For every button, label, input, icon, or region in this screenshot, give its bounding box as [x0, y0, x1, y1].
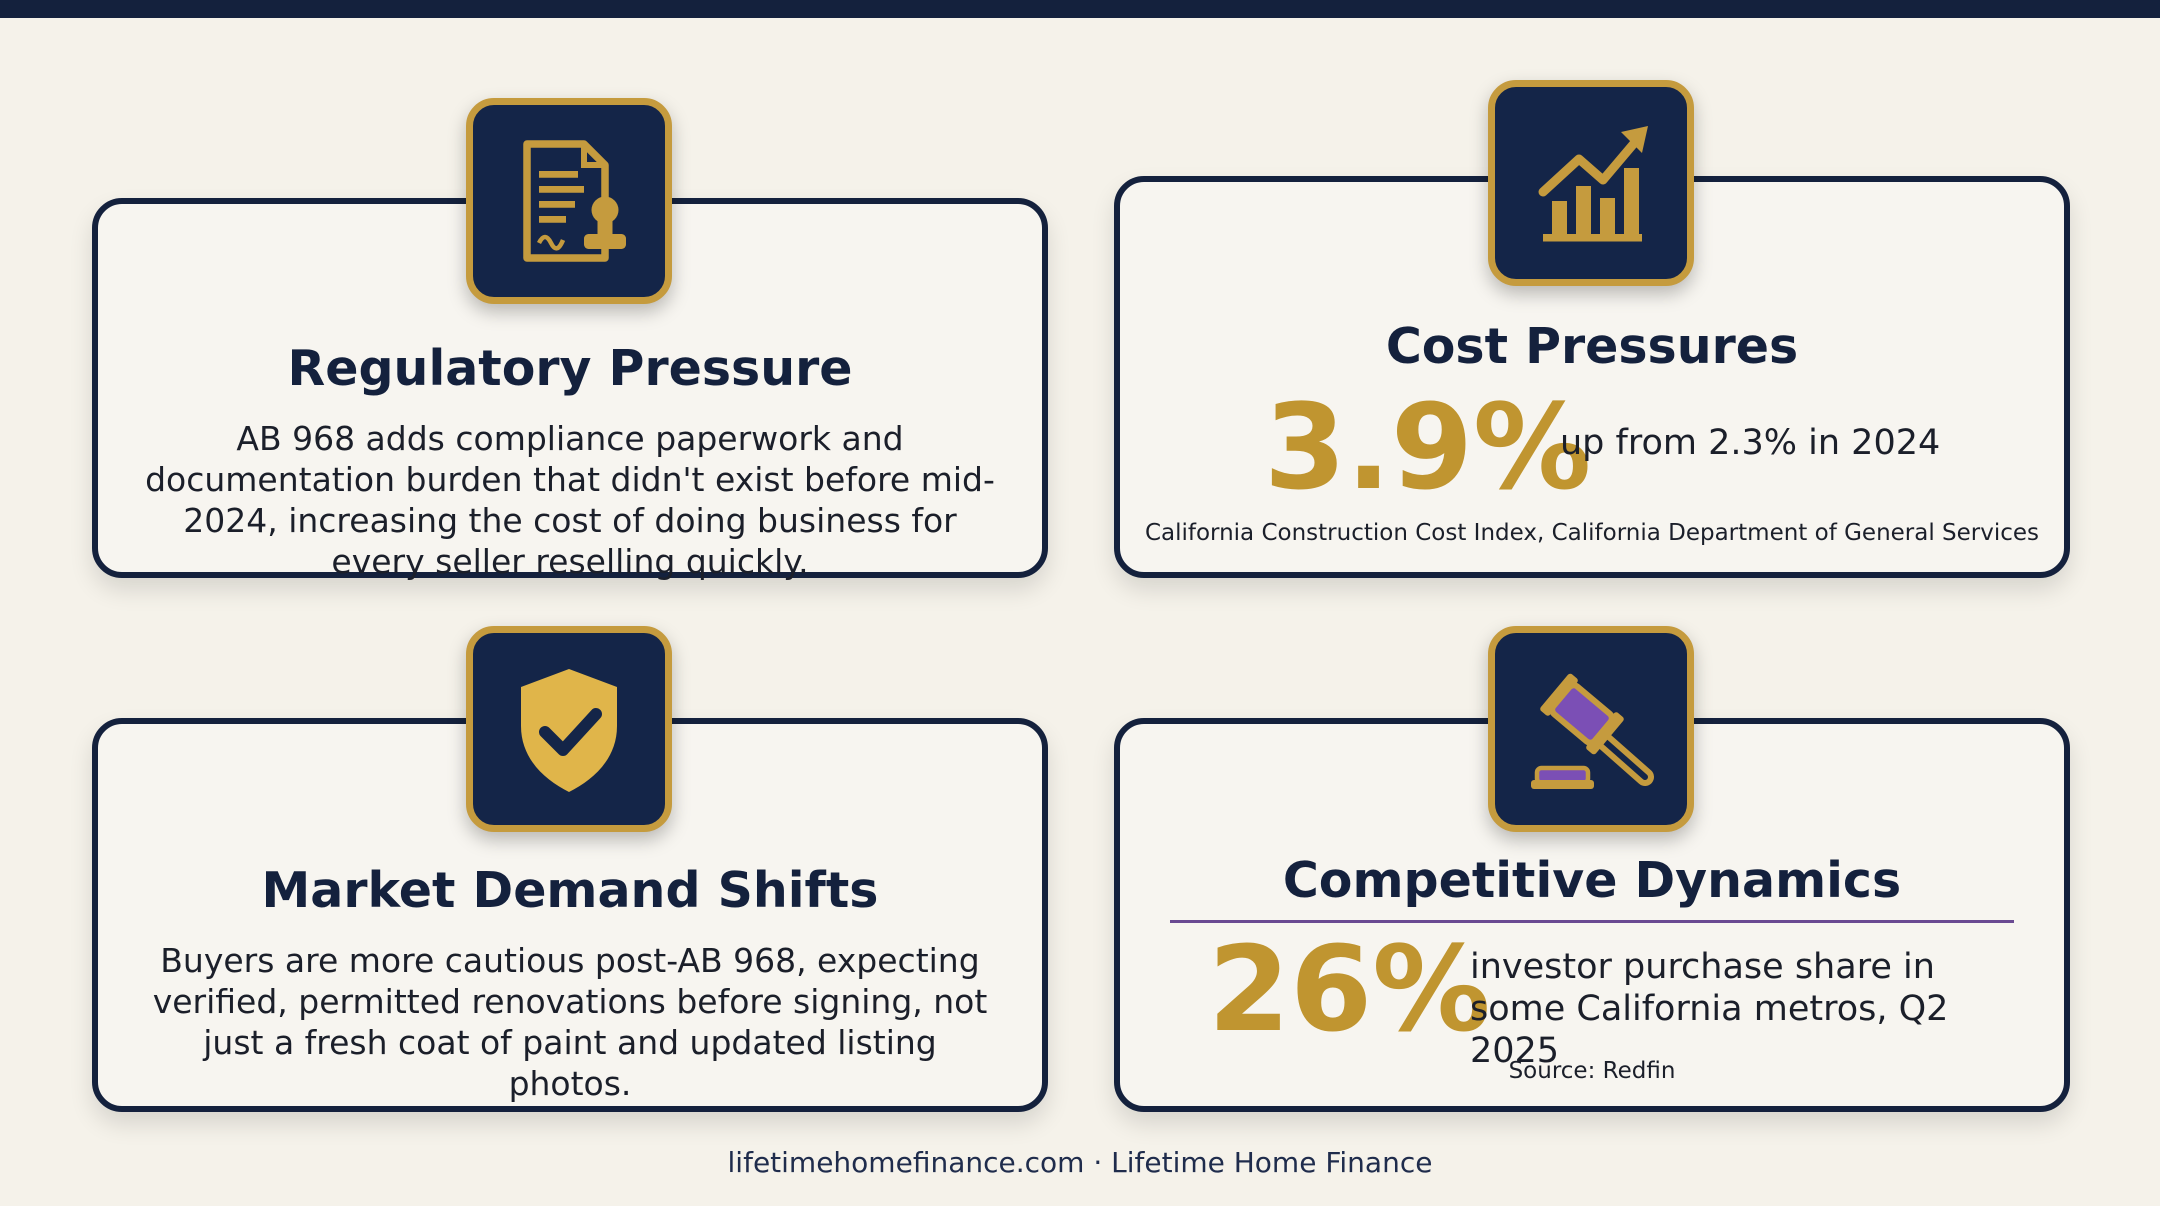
- card-title: Regulatory Pressure: [287, 340, 853, 397]
- gavel-icon: [1488, 626, 1694, 832]
- card-title: Competitive Dynamics: [1282, 852, 1902, 909]
- card-title: Cost Pressures: [1385, 318, 1799, 375]
- rising-bar-chart-icon: [1488, 80, 1694, 286]
- document-stamp-icon: [466, 98, 672, 304]
- card-body: Buyers are more cautious post-AB 968, ex…: [152, 941, 988, 1103]
- source-citation: California Construction Cost Index, Cali…: [1144, 520, 2040, 546]
- top-bar: [0, 0, 2160, 18]
- stat-description: investor purchase share in some Californ…: [1470, 947, 1949, 1071]
- card-title: Market Demand Shifts: [261, 862, 879, 919]
- source-citation: Source: Redfin: [1508, 1058, 1676, 1084]
- stat-description: up from 2.3% in 2024: [1560, 423, 1941, 463]
- stat-value: 3.9%: [1264, 378, 1592, 516]
- title-divider: [1170, 920, 2014, 923]
- footer-credit: lifetimehomefinance.com · Lifetime Home …: [727, 1146, 1433, 1179]
- stat-value: 26%: [1208, 920, 1491, 1058]
- shield-check-icon: [466, 626, 672, 832]
- card-body: AB 968 adds compliance paperwork and doc…: [145, 419, 995, 581]
